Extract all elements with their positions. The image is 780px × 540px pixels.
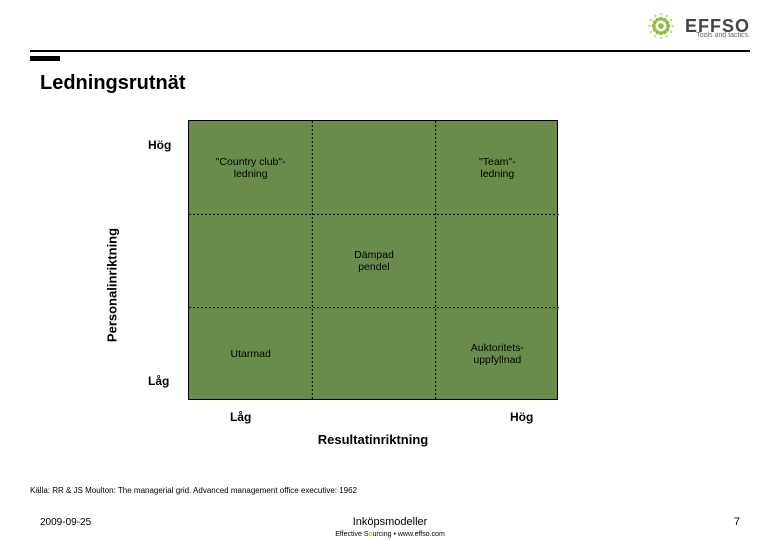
header-accent xyxy=(30,56,60,61)
x-axis-high: Hög xyxy=(510,410,533,424)
x-axis-label: Resultatinriktning xyxy=(188,432,558,447)
footer-sub-pre: Effective S xyxy=(335,531,368,538)
grid-cell: "Country club"- ledning xyxy=(189,121,312,214)
footer-sub-post: urcing • www.effso.com xyxy=(372,531,444,538)
page-title: Ledningsrutnät xyxy=(40,72,186,95)
grid-cell: "Team"- ledning xyxy=(436,121,559,214)
footer-title: Inköpsmodeller xyxy=(0,516,780,528)
y-axis-low: Låg xyxy=(148,374,169,388)
y-axis-high: Hög xyxy=(148,138,171,152)
x-axis-low: Låg xyxy=(230,410,251,424)
header-divider xyxy=(30,50,750,52)
grid-cell: Dämpad pendel xyxy=(312,214,435,307)
source-citation: Källa: RR & JS Moulton: The managerial g… xyxy=(30,486,357,495)
logo-burst-icon xyxy=(643,8,679,44)
footer-subtitle: Effective Sourcing • www.effso.com xyxy=(0,531,780,538)
y-axis-label: Personalinriktning xyxy=(105,228,120,342)
grid-cell: Utarmad xyxy=(189,308,312,401)
managerial-grid-chart: Personalinriktning Hög Låg "Country club… xyxy=(140,120,610,450)
grid-area: "Country club"- ledning "Team"- ledningDä… xyxy=(188,120,558,400)
footer-page: 7 xyxy=(734,516,740,528)
grid-cell: Auktoritets- uppfyllnad xyxy=(436,308,559,401)
logo-tagline: Tools and tactics. xyxy=(696,32,750,39)
